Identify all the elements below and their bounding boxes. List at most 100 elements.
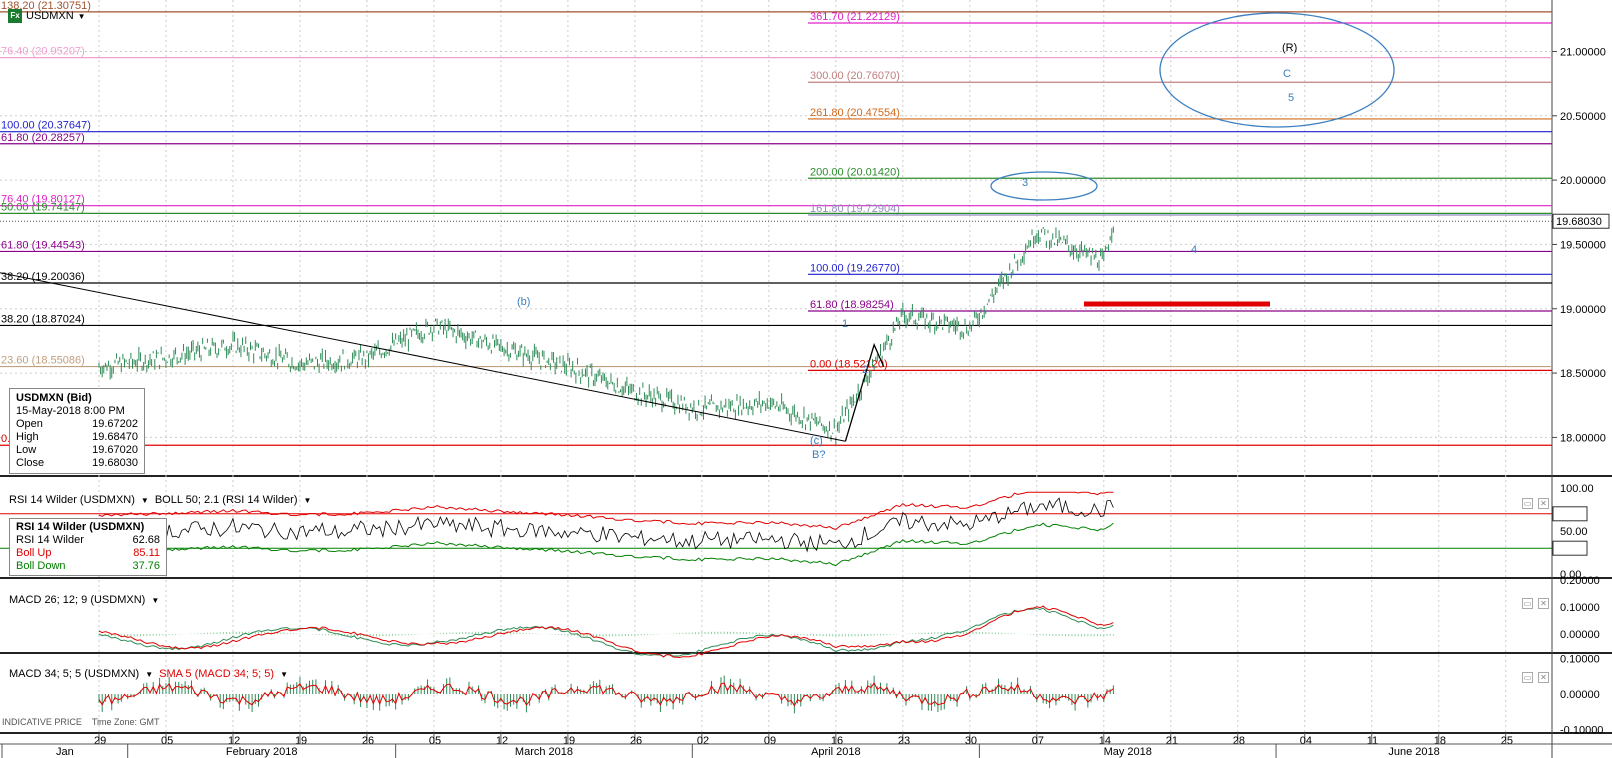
- rsi-tick-label: 50.00: [1560, 526, 1588, 538]
- macd2-panel-title: MACD 34; 5; 5 (USDMXN) ▼ SMA 5 (MACD 34; …: [9, 668, 288, 680]
- close-icon[interactable]: ✕: [1538, 598, 1549, 609]
- macd1-signal-line: [98, 605, 1114, 658]
- macd2-title-menu[interactable]: MACD 34; 5; 5 (USDMXN): [9, 668, 140, 680]
- boll-down-row: Boll Down 37.76: [16, 560, 160, 572]
- wave-label: (R): [1282, 42, 1297, 54]
- caret-down-icon[interactable]: ▼: [77, 11, 86, 21]
- macd2-tick-label: 0.10000: [1560, 654, 1600, 666]
- annotations: (b) 1 2 (c) B? 3 4 (R) C 5: [0, 12, 1395, 461]
- caret-down-icon[interactable]: ▼: [151, 595, 160, 605]
- caret-down-icon[interactable]: ▼: [140, 495, 149, 505]
- month-label: February 2018: [226, 746, 298, 758]
- axes: 29 05 12 19 26 05 12 19 26 02 09 16 23 30 07 14 21 28 04 11…: [0, 46, 1612, 758]
- minimize-icon[interactable]: ▭: [1522, 498, 1533, 509]
- close-icon[interactable]: ✕: [1538, 672, 1549, 683]
- wave-label: 3: [1022, 177, 1028, 189]
- ohlc-info-box: USDMXN (Bid) 15-May-2018 8:00 PM Open 19.…: [9, 388, 145, 474]
- fib-level-label: 100.00 (19.26770): [810, 262, 900, 274]
- fib-level-label: 0.00 (18.52120): [810, 358, 888, 370]
- caret-down-icon[interactable]: ▼: [280, 669, 288, 679]
- x-tick-label: 05: [429, 735, 441, 747]
- macd1-tick-label: 0.20000: [1560, 575, 1600, 587]
- rsi-title-menu[interactable]: RSI 14 Wilder (USDMXN): [9, 494, 135, 506]
- symbol-selector[interactable]: Fx USDMXN ▼: [8, 9, 86, 23]
- macd1-title-menu[interactable]: MACD 26; 12; 9 (USDMXN): [9, 594, 146, 606]
- wave-label: 2: [862, 364, 868, 376]
- x-tick-label: 05: [161, 735, 173, 747]
- fib-level-label: 138.20 (21.30751): [1, 0, 91, 12]
- info-title: USDMXN (Bid): [16, 392, 92, 404]
- y-tick-label: 18.50000: [1560, 368, 1606, 380]
- wave-label: 4: [1191, 244, 1197, 256]
- fib-level-label: 61.80 (18.98254): [810, 299, 894, 311]
- x-tick-label: 11: [1367, 735, 1378, 747]
- fibonacci-levels: 138.20 (21.30751) 361.70 (21.22129) 76.40 …: [0, 0, 1552, 446]
- caret-down-icon[interactable]: ▼: [303, 495, 312, 505]
- x-tick-label: 09: [764, 735, 776, 747]
- minimize-icon[interactable]: ▭: [1522, 598, 1533, 609]
- fib-level-label: 61.80 (20.28257): [1, 132, 85, 144]
- x-tick-label: 25: [1501, 735, 1513, 747]
- wave-label: C: [1283, 68, 1291, 80]
- macd-panel: [98, 605, 1114, 658]
- sma-title-menu[interactable]: SMA 5 (MACD 34; 5; 5): [159, 668, 275, 680]
- x-tick-label: 04: [1300, 735, 1312, 747]
- month-label: Jan: [56, 746, 74, 758]
- fib-level-label: 361.70 (21.22129): [810, 11, 900, 23]
- x-tick-label: 30: [965, 735, 977, 747]
- y-tick-label: 18.00000: [1560, 432, 1606, 444]
- x-tick-label: 07: [1032, 735, 1044, 747]
- close-icon[interactable]: ✕: [1538, 498, 1549, 509]
- info-row-low: Low 19.67020: [16, 444, 138, 456]
- caret-down-icon[interactable]: ▼: [145, 669, 154, 679]
- wave-label: 1: [842, 318, 848, 330]
- fx-icon: Fx: [8, 9, 22, 23]
- info-row-close: Close 19.68030: [16, 457, 138, 469]
- minimize-icon[interactable]: ▭: [1522, 672, 1533, 683]
- x-tick-label: 26: [362, 735, 374, 747]
- footer-indicative: INDICATIVE PRICE Time Zone: GMT: [2, 717, 160, 727]
- target-ellipse: [1159, 12, 1395, 128]
- macd1-tick-label: 0.00000: [1560, 629, 1600, 641]
- macd2-panel: [98, 675, 1114, 714]
- month-label: June 2018: [1388, 746, 1439, 758]
- fib-level-label: 200.00 (20.01420): [810, 166, 900, 178]
- y-tick-label: 20.00000: [1560, 175, 1606, 187]
- macd2-tick-label: 0.00000: [1560, 689, 1600, 701]
- x-tick-label: 29: [94, 735, 106, 747]
- y-tick-label: 21.00000: [1560, 46, 1606, 58]
- info-row-high: High 19.68470: [16, 431, 138, 443]
- fib-level-label: 76.40 (19.80127): [1, 194, 85, 206]
- boll-down-line: [98, 522, 1114, 567]
- month-label: May 2018: [1104, 746, 1152, 758]
- fib-level-label: 50.00 (19.74147): [1, 201, 85, 213]
- last-price-label: 19.68030: [1556, 216, 1602, 228]
- rsi-panel: [0, 491, 1552, 567]
- y-tick-label: 20.50000: [1560, 111, 1606, 123]
- fib-level-label: 100.00 (20.37647): [1, 120, 91, 132]
- price-series: [0, 220, 1552, 446]
- month-label: April 2018: [811, 746, 861, 758]
- x-tick-label: 26: [630, 735, 642, 747]
- rsi-threshold-tag: [1552, 540, 1588, 556]
- symbol-name: USDMXN: [26, 10, 74, 22]
- y-tick-label: 19.00000: [1560, 304, 1606, 316]
- boll-up-line: [98, 491, 1114, 530]
- fib-level-label: 23.60 (18.55086): [1, 355, 85, 367]
- boll-title-menu[interactable]: BOLL 50; 2.1 (RSI 14 Wilder): [154, 494, 298, 506]
- x-tick-label: 02: [697, 735, 709, 747]
- info-row-open: Open 19.67202: [16, 418, 138, 430]
- macd2-tick-label: -0.10000: [1560, 724, 1603, 736]
- boll-up-row: Boll Up 85.11: [16, 547, 160, 559]
- wave-label: 5: [1288, 92, 1294, 104]
- trend-line: [0, 272, 846, 442]
- fib-level-label: 300.00 (20.76070): [810, 70, 900, 82]
- rsi-row: RSI 14 Wilder 62.68: [16, 534, 160, 546]
- rsi-tick-label: 0.00: [1560, 569, 1581, 581]
- wave-label: B?: [812, 449, 825, 461]
- rsi-info-box: RSI 14 Wilder (USDMXN) RSI 14 Wilder 62.6…: [9, 518, 167, 576]
- fib-level-label: 161.80 (19.72904): [810, 203, 900, 215]
- y-tick-label: 19.50000: [1560, 239, 1606, 251]
